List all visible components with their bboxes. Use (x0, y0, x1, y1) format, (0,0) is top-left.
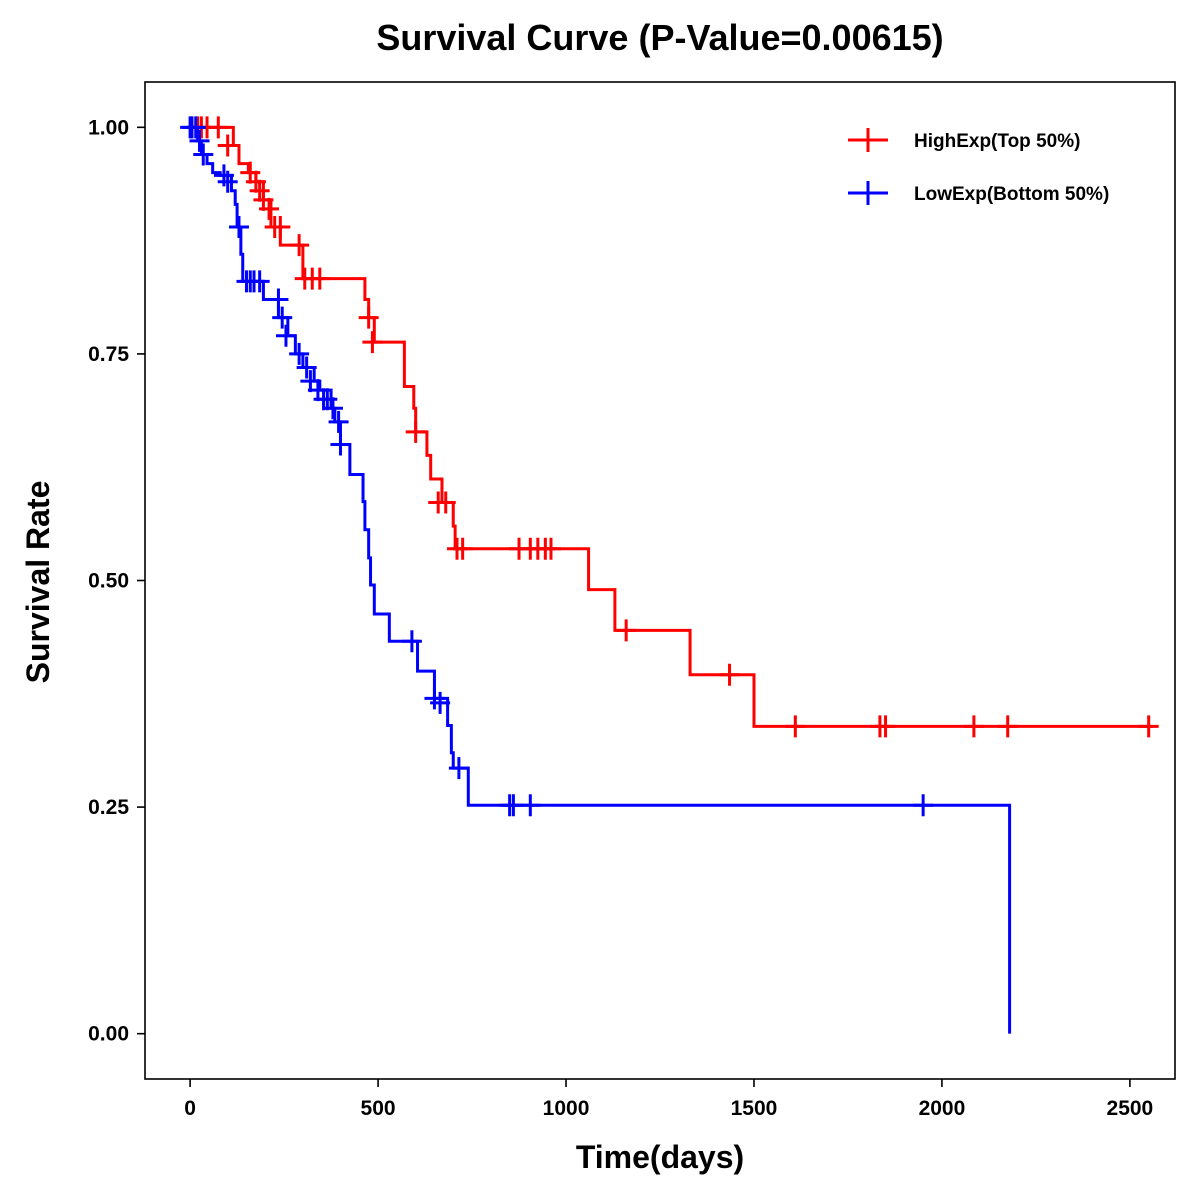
censor-mark (259, 197, 280, 220)
legend-label: HighExp(Top 50%) (914, 131, 1080, 152)
censor-mark (448, 757, 469, 780)
censor-mark (358, 306, 379, 329)
censor-mark (217, 170, 238, 193)
censor-mark (997, 715, 1018, 738)
censor-mark (430, 691, 451, 714)
legend-swatch (848, 181, 888, 205)
x-tick-label: 500 (361, 1097, 396, 1120)
x-tick-label: 0 (184, 1097, 196, 1120)
censor-mark (268, 288, 289, 311)
x-tick-label: 2500 (1107, 1097, 1154, 1120)
censor-mark (616, 619, 637, 642)
censor-mark (289, 234, 310, 257)
censor-mark (435, 491, 456, 514)
plot-frame (144, 81, 1176, 1080)
legend-swatch (848, 128, 888, 152)
x-tick-label: 2000 (919, 1097, 966, 1120)
censor-mark (963, 715, 984, 738)
censor-mark (540, 537, 561, 560)
censor-mark (785, 715, 806, 738)
censor-mark (185, 116, 206, 139)
censor-mark (296, 356, 317, 379)
censor-mark (228, 216, 249, 239)
x-axis-title: Time(days) (576, 1139, 744, 1175)
x-tick-label: 1000 (543, 1097, 590, 1120)
axis-ticks: 0 500 1000 1500 2000 2500 0.00 0.25 0.50 0.75 1.00 (88, 116, 1153, 1120)
censor-mark (1138, 715, 1159, 738)
censor-mark (272, 306, 293, 329)
censor-mark (217, 134, 238, 157)
censor-mark (249, 179, 270, 202)
y-axis-title: Survival Rate (20, 481, 56, 684)
censor-mark (362, 331, 383, 354)
censor-mark (189, 129, 210, 152)
censor-mark (322, 397, 343, 420)
censor-mark (330, 433, 351, 456)
censor-mark (245, 170, 266, 193)
censor-mark (875, 715, 896, 738)
x-tick-label: 1500 (731, 1097, 778, 1120)
series-highexp (187, 116, 1159, 738)
y-tick-label: 0.25 (88, 796, 129, 819)
series-group (180, 116, 1159, 1034)
censor-mark (405, 420, 426, 443)
legend-label: LowExp(Bottom 50%) (914, 184, 1109, 205)
censor-mark (309, 267, 330, 290)
censor-mark (913, 794, 934, 817)
censor-mark (289, 342, 310, 365)
censor-mark (503, 794, 524, 817)
censor-mark (328, 410, 349, 433)
y-tick-label: 1.00 (88, 116, 129, 139)
series-lowexp (180, 116, 1012, 1034)
censor-mark (520, 794, 541, 817)
censor-mark (401, 630, 422, 653)
censor-mark (249, 270, 270, 293)
y-tick-label: 0.00 (88, 1023, 129, 1046)
censor-mark (270, 216, 291, 239)
censor-mark (208, 116, 229, 139)
legend: HighExp(Top 50%) LowExp(Bottom 50%) (848, 128, 1109, 205)
y-tick-label: 0.50 (88, 570, 129, 593)
censor-mark (275, 324, 296, 347)
censor-mark (193, 143, 214, 166)
censor-mark (719, 663, 740, 686)
chart-title: Survival Curve (P-Value=0.00615) (376, 17, 943, 58)
y-tick-label: 0.75 (88, 343, 129, 366)
censor-mark (452, 537, 473, 560)
